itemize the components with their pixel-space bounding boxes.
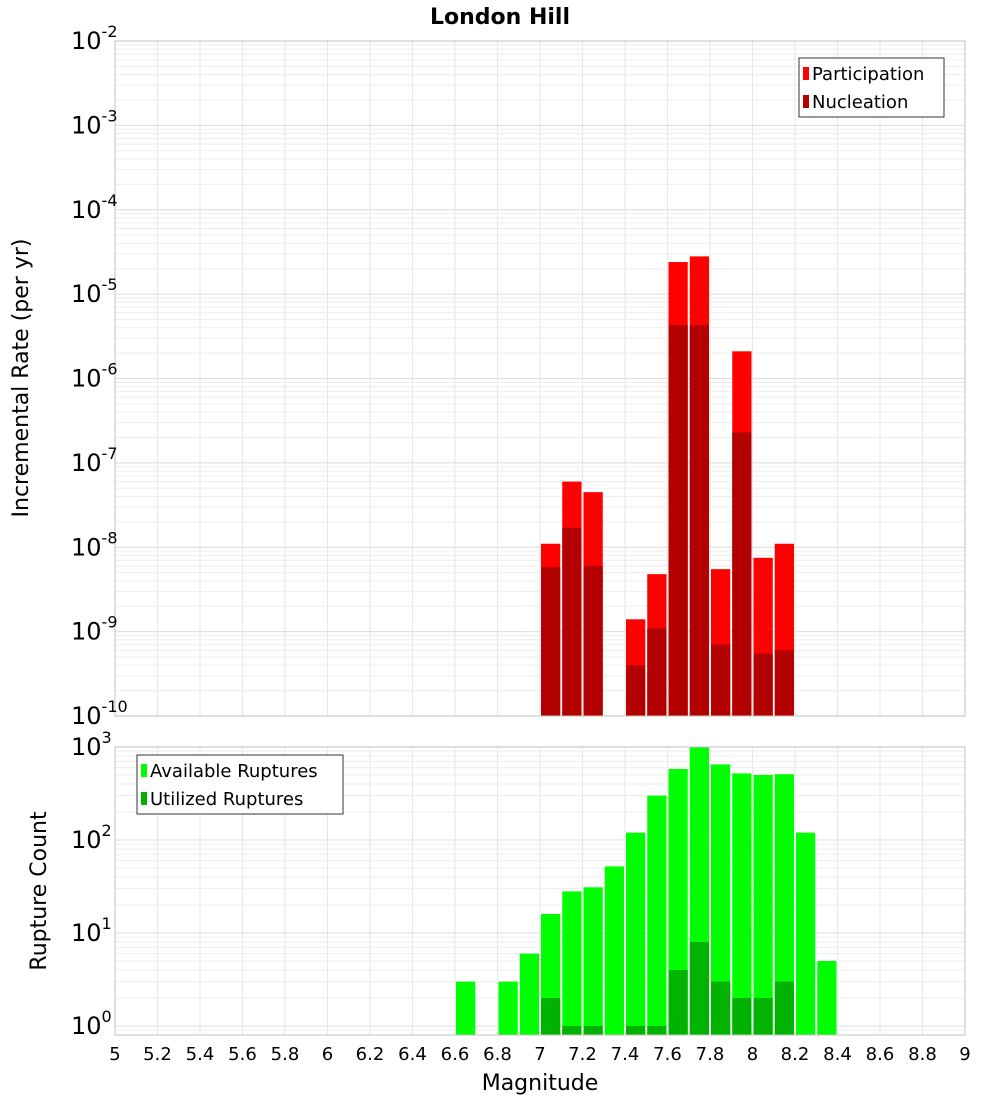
- nucleation-bar: [689, 325, 709, 716]
- x-tick-label: 5: [109, 1044, 120, 1065]
- available-ruptures-bar: [519, 953, 539, 1035]
- available-ruptures-bar: [498, 981, 518, 1035]
- x-tick-label: 8.2: [781, 1044, 810, 1065]
- rate-y-tick-label: 10-3: [71, 106, 118, 139]
- x-tick-label: 5.8: [271, 1044, 300, 1065]
- rate-y-tick-label: 10-10: [71, 697, 128, 730]
- nucleation-bar: [732, 432, 752, 716]
- x-tick-labels: 5 5.2 5.4 5.6 5.8 6 6.2 6.4 6.6 6.8 7 7.2 7.4 7.6 7.8 8…: [109, 1044, 970, 1065]
- utilized-ruptures-legend-swatch: [141, 792, 147, 805]
- rate-y-tick-label: 10-6: [71, 360, 118, 393]
- x-tick-label: 8.4: [823, 1044, 852, 1065]
- count-bars: [456, 747, 837, 1035]
- nucleation-bar: [711, 644, 731, 716]
- rate-legend-box: [798, 57, 945, 118]
- nucleation-bar: [583, 565, 603, 716]
- nucleation-legend-label: Nucleation: [812, 92, 908, 113]
- nucleation-bar: [668, 325, 688, 716]
- available-ruptures-bar: [647, 795, 667, 1035]
- x-tick-label: 6.4: [398, 1044, 427, 1065]
- rate-bars: [541, 256, 794, 716]
- nucleation-bar: [562, 527, 582, 716]
- nucleation-bar: [647, 628, 667, 716]
- utilized-ruptures-bar: [626, 1025, 646, 1035]
- utilized-ruptures-bar: [541, 997, 561, 1035]
- available-ruptures-bar: [753, 774, 773, 1035]
- utilized-ruptures-bar: [689, 942, 709, 1035]
- available-ruptures-bar: [668, 769, 688, 1035]
- rate-y-tick-label: 10-8: [71, 528, 118, 561]
- count-y-axis-title: Rupture Count: [27, 811, 52, 971]
- count-y-tick-label: 100: [71, 1007, 112, 1040]
- rate-y-tick-label: 10-2: [71, 22, 118, 55]
- x-tick-label: 8.6: [866, 1044, 895, 1065]
- x-tick-label: 6.2: [356, 1044, 385, 1065]
- available-ruptures-bar: [817, 960, 837, 1035]
- participation-legend-label: Participation: [812, 64, 924, 85]
- rate-panel: 10-10 10-9 10-8 10-7 10-6 10-5 10-4 10-3 10-2 In…: [9, 22, 966, 730]
- rate-y-tick-label: 10-7: [71, 444, 118, 477]
- x-tick-label: 7.8: [696, 1044, 725, 1065]
- count-y-tick-label: 102: [71, 821, 112, 854]
- rate-gridlines: [114, 40, 966, 717]
- count-y-tick-labels: 100 101 102 103: [71, 728, 112, 1040]
- x-tick-label: 8.8: [908, 1044, 937, 1065]
- x-axis-title: Magnitude: [482, 1071, 599, 1096]
- utilized-ruptures-bar: [732, 997, 752, 1035]
- count-panel: 100 101 102 103 5 5.2 5.4 5.6 5.8 6 6.2 6.4 6.6 6.8 7…: [27, 728, 971, 1096]
- count-legend: Available Ruptures Utilized Ruptures: [136, 754, 344, 815]
- available-ruptures-bar: [456, 981, 476, 1035]
- count-y-tick-label: 101: [71, 914, 112, 947]
- x-tick-label: 5.6: [228, 1044, 257, 1065]
- utilized-ruptures-bar: [753, 997, 773, 1035]
- x-tick-label: 5.4: [186, 1044, 215, 1065]
- x-tick-label: 5.2: [143, 1044, 172, 1065]
- nucleation-bar: [541, 567, 561, 716]
- rate-y-tick-labels: 10-10 10-9 10-8 10-7 10-6 10-5 10-4 10-3 10-2: [71, 22, 128, 730]
- count-legend-box: [136, 754, 344, 815]
- chart-title: London Hill: [430, 5, 570, 30]
- utilized-ruptures-legend-label: Utilized Ruptures: [150, 789, 303, 810]
- x-tick-label: 7.2: [568, 1044, 597, 1065]
- count-plot-border: [114, 746, 966, 1036]
- rate-y-tick-label: 10-9: [71, 613, 118, 646]
- rate-y-tick-label: 10-5: [71, 275, 118, 308]
- utilized-ruptures-bar: [774, 981, 794, 1035]
- available-ruptures-bar: [796, 832, 816, 1035]
- rate-legend: Participation Nucleation: [798, 57, 945, 118]
- x-tick-label: 7.4: [611, 1044, 640, 1065]
- x-tick-label: 6.8: [483, 1044, 512, 1065]
- rate-plot-border: [114, 40, 966, 717]
- x-tick-label: 7: [534, 1044, 545, 1065]
- available-ruptures-bar: [604, 866, 624, 1035]
- utilized-ruptures-bar: [711, 981, 731, 1035]
- available-ruptures-bar: [562, 891, 582, 1035]
- utilized-ruptures-bar: [647, 1025, 667, 1035]
- utilized-ruptures-bar: [668, 969, 688, 1035]
- nucleation-legend-swatch: [803, 95, 809, 108]
- available-ruptures-legend-label: Available Ruptures: [150, 761, 318, 782]
- x-tick-label: 6: [322, 1044, 333, 1065]
- nucleation-bar: [626, 665, 646, 716]
- available-ruptures-legend-swatch: [141, 764, 147, 777]
- utilized-ruptures-bar: [562, 1025, 582, 1035]
- available-ruptures-bar: [711, 764, 731, 1035]
- utilized-ruptures-bar: [583, 1025, 603, 1035]
- x-tick-label: 8: [747, 1044, 758, 1065]
- x-tick-label: 9: [959, 1044, 970, 1065]
- available-ruptures-bar: [583, 887, 603, 1035]
- x-tick-label: 7.6: [653, 1044, 682, 1065]
- rate-y-tick-label: 10-4: [71, 191, 118, 224]
- available-ruptures-bar: [774, 774, 794, 1035]
- available-ruptures-bar: [626, 832, 646, 1035]
- nucleation-bar: [774, 650, 794, 716]
- participation-legend-swatch: [803, 67, 809, 80]
- rate-y-axis-title: Incremental Rate (per yr): [9, 239, 34, 518]
- x-tick-label: 6.6: [441, 1044, 470, 1065]
- count-y-tick-label: 103: [71, 728, 112, 761]
- available-ruptures-bar: [732, 773, 752, 1035]
- nucleation-bar: [753, 653, 773, 716]
